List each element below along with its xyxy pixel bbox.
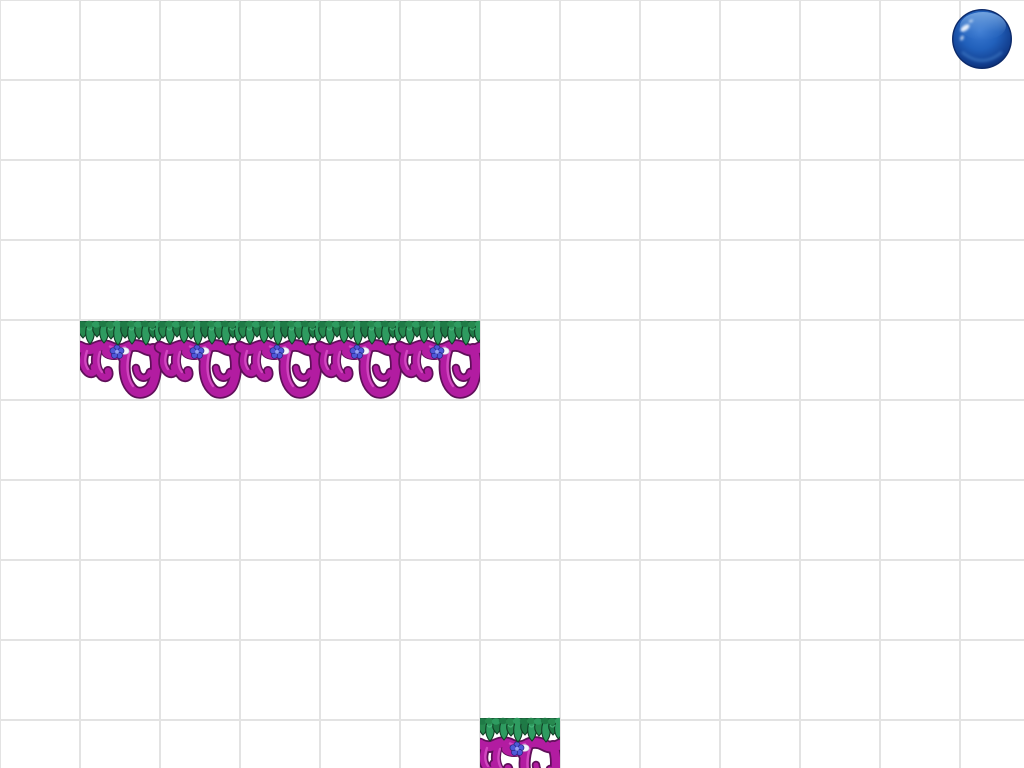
vine-tile bbox=[238, 321, 323, 393]
vine-tile-bottom-partial[interactable] bbox=[480, 716, 560, 768]
vine-tile bbox=[318, 321, 403, 393]
vine-strip-top[interactable] bbox=[80, 319, 480, 401]
ball-specular-highlight bbox=[960, 19, 974, 41]
vine-tile bbox=[398, 321, 480, 393]
blue-ball[interactable] bbox=[950, 7, 1014, 71]
vine-tile bbox=[80, 321, 163, 393]
vine-tile bbox=[158, 321, 243, 393]
vine-tile bbox=[480, 718, 560, 768]
